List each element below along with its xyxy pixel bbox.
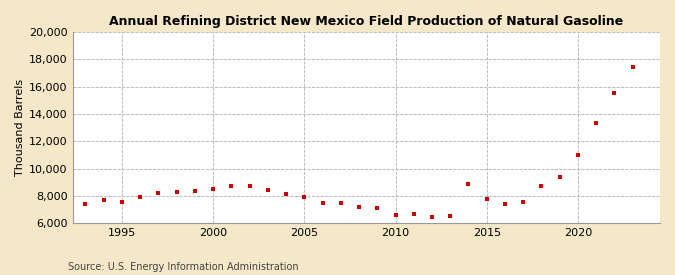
Y-axis label: Thousand Barrels: Thousand Barrels [15, 79, 25, 176]
Point [445, 213, 456, 218]
Point [299, 194, 310, 199]
Point [609, 91, 620, 96]
Title: Annual Refining District New Mexico Field Production of Natural Gasoline: Annual Refining District New Mexico Fiel… [109, 15, 624, 28]
Point [408, 212, 419, 216]
Point [117, 200, 128, 204]
Point [463, 182, 474, 186]
Point [153, 191, 164, 195]
Point [263, 188, 273, 192]
Point [500, 202, 510, 206]
Text: Source: U.S. Energy Information Administration: Source: U.S. Energy Information Administ… [68, 262, 298, 272]
Point [99, 198, 109, 202]
Point [171, 189, 182, 194]
Point [481, 196, 492, 201]
Point [317, 200, 328, 205]
Point [354, 205, 364, 209]
Point [536, 183, 547, 188]
Point [335, 201, 346, 205]
Point [226, 183, 237, 188]
Point [554, 175, 565, 180]
Point [627, 65, 638, 69]
Point [80, 202, 91, 206]
Point [372, 206, 383, 210]
Point [572, 153, 583, 157]
Point [281, 192, 292, 196]
Point [208, 187, 219, 191]
Point [518, 200, 529, 204]
Point [591, 121, 601, 126]
Point [244, 184, 255, 188]
Point [427, 215, 437, 219]
Point [190, 189, 200, 193]
Point [390, 213, 401, 217]
Point [135, 194, 146, 199]
